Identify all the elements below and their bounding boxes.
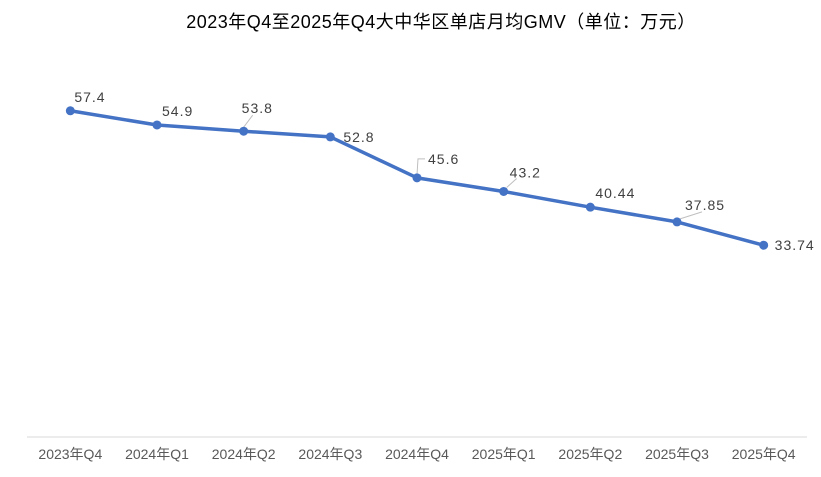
data-point-marker: [672, 217, 682, 227]
chart-title: 2023年Q4至2025年Q4大中华区单店月均GMV（单位：万元）: [186, 12, 696, 32]
data-point-marker: [325, 132, 335, 142]
data-point-marker: [239, 126, 249, 136]
data-point-marker: [152, 120, 162, 130]
data-point-label: 37.85: [685, 197, 725, 213]
data-point-label: 52.8: [343, 129, 374, 145]
x-axis-label: 2025年Q3: [645, 446, 709, 462]
x-axis-label: 2024年Q2: [212, 446, 276, 462]
x-axis-label: 2024年Q1: [125, 446, 189, 462]
data-point-label: 53.8: [242, 100, 273, 116]
x-axis-label: 2024年Q4: [385, 446, 449, 462]
x-axis-label: 2025年Q4: [732, 446, 796, 462]
data-point-marker: [759, 240, 769, 250]
data-label-leader-line: [679, 211, 703, 220]
data-point-marker: [585, 202, 595, 212]
data-point-label: 33.74: [775, 237, 815, 253]
x-axis-label: 2024年Q3: [298, 446, 362, 462]
data-point-label: 45.6: [428, 151, 459, 167]
data-point-marker: [412, 173, 422, 183]
x-axis-label: 2025年Q2: [558, 446, 622, 462]
data-point-label: 57.4: [74, 89, 105, 105]
x-axis-label: 2023年Q4: [38, 446, 102, 462]
data-label-leader-line: [243, 114, 254, 128]
data-point-marker: [65, 106, 75, 116]
data-point-marker: [499, 186, 509, 196]
data-label-leader-line: [416, 158, 425, 175]
data-point-label: 40.44: [595, 185, 635, 201]
data-point-label: 43.2: [510, 164, 541, 180]
data-label-leader-line: [506, 178, 518, 188]
x-axis-label: 2025年Q1: [472, 446, 536, 462]
data-point-label: 54.9: [162, 103, 193, 119]
